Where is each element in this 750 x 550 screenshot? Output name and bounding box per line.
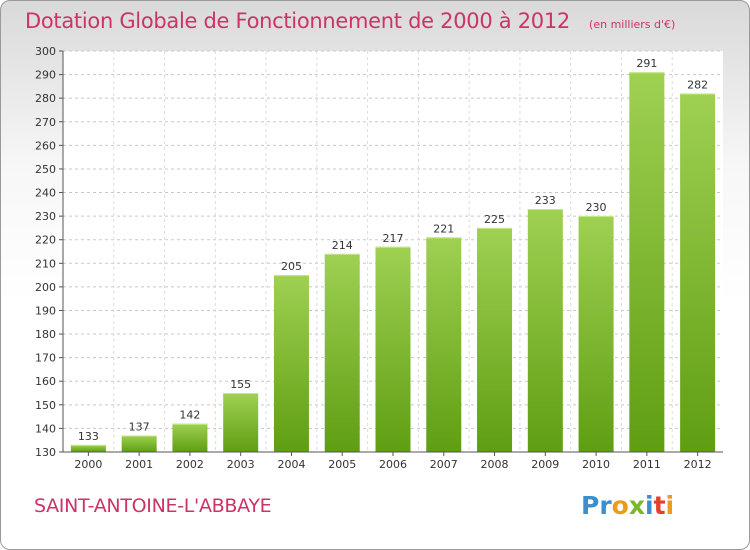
bar-value-label: 217 [383, 232, 404, 245]
x-tick-label: 2000 [74, 458, 102, 471]
axes [59, 50, 723, 456]
bar [172, 423, 208, 452]
bar-value-label: 233 [535, 194, 556, 207]
x-tick-label: 2012 [684, 458, 712, 471]
title-row: Dotation Globale de Fonctionnement de 20… [25, 9, 675, 33]
x-tick-label: 2001 [125, 458, 153, 471]
y-tick-label: 150 [35, 399, 56, 412]
y-tick-label: 290 [35, 69, 56, 82]
proxiti-logo: Proxiti [581, 491, 675, 520]
bar [324, 253, 360, 452]
chart-subtitle: (en milliers d'€) [589, 18, 676, 31]
y-tick-label: 190 [35, 304, 56, 317]
x-tick-label: 2006 [379, 458, 407, 471]
x-tick-label: 2011 [633, 458, 661, 471]
y-tick-label: 270 [35, 116, 56, 129]
y-tick-label: 200 [35, 281, 56, 294]
commune-name: SAINT-ANTOINE-L'ABBAYE [34, 495, 272, 517]
y-tick-label: 300 [35, 45, 56, 58]
y-tick-label: 230 [35, 210, 56, 223]
y-tick-label: 140 [35, 422, 56, 435]
bar-value-label: 214 [332, 239, 353, 252]
bars [70, 72, 716, 453]
y-tick-label: 180 [35, 328, 56, 341]
bar [426, 237, 462, 452]
y-tick-label: 220 [35, 234, 56, 247]
y-tick-label: 210 [35, 257, 56, 270]
x-tick-label: 2010 [582, 458, 610, 471]
bar [121, 435, 157, 452]
y-tick-label: 260 [35, 139, 56, 152]
x-tick-label: 2004 [277, 458, 305, 471]
bar [680, 93, 716, 452]
x-tick-label: 2009 [531, 458, 559, 471]
bar [578, 216, 614, 452]
y-tick-label: 280 [35, 92, 56, 105]
y-tick-label: 170 [35, 352, 56, 365]
bar-value-label: 225 [484, 213, 505, 226]
y-tick-label: 160 [35, 375, 56, 388]
bar-value-label: 221 [433, 222, 454, 235]
bar-value-label: 230 [586, 201, 607, 214]
x-tick-label: 2002 [176, 458, 204, 471]
bar-value-label: 142 [179, 409, 200, 422]
bar-value-label: 205 [281, 260, 302, 273]
bar [375, 246, 411, 452]
bar [273, 275, 309, 452]
bar-value-label: 291 [636, 57, 657, 70]
bar [527, 209, 563, 452]
y-tick-label: 240 [35, 187, 56, 200]
bar [223, 393, 259, 452]
x-tick-label: 2007 [430, 458, 458, 471]
bar-value-label: 282 [687, 78, 708, 91]
bar-value-label: 137 [129, 420, 150, 433]
labels: 130 140 150 160 170 180 190 200 210 220 230 240 250 2… [35, 45, 712, 471]
bar-value-label: 155 [230, 378, 251, 391]
x-tick-label: 2008 [481, 458, 509, 471]
y-tick-label: 130 [35, 446, 56, 459]
bar-value-label: 133 [78, 430, 99, 443]
bar [629, 72, 665, 453]
y-tick-label: 250 [35, 163, 56, 176]
chart-title: Dotation Globale de Fonctionnement de 20… [25, 9, 570, 33]
bar [70, 444, 106, 452]
x-tick-label: 2003 [227, 458, 255, 471]
bar [477, 227, 513, 452]
x-tick-label: 2005 [328, 458, 356, 471]
